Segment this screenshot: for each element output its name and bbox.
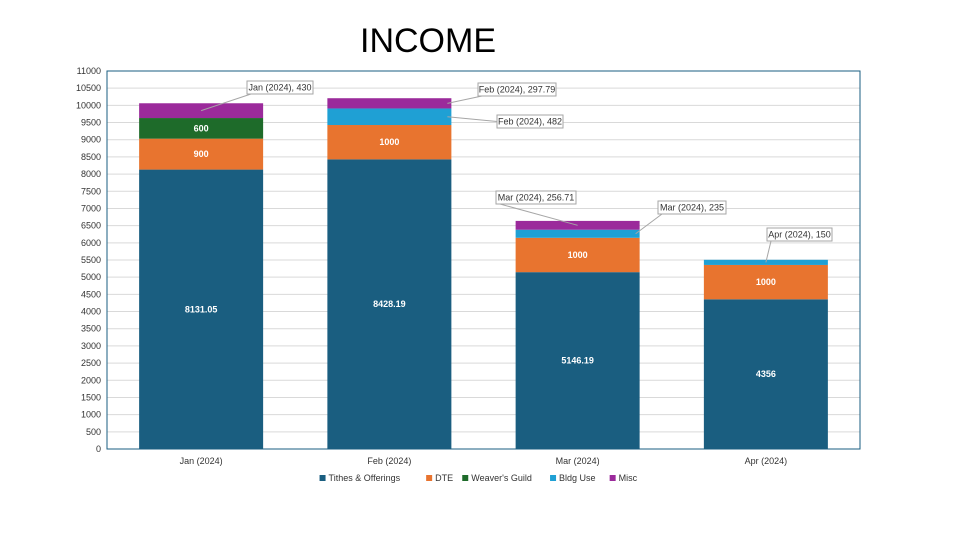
data-label: 1000 — [568, 250, 588, 260]
y-tick-label: 8000 — [81, 169, 101, 179]
x-tick-label: Mar (2024) — [556, 456, 600, 466]
callout-leader — [499, 203, 578, 226]
y-tick-label: 7000 — [81, 203, 101, 213]
bar-tithes-offerings — [515, 272, 640, 449]
y-tick-label: 8500 — [81, 152, 101, 162]
y-tick-label: 2500 — [81, 358, 101, 368]
callout-label: Apr (2024), 150 — [768, 230, 831, 240]
legend-label: DTE — [435, 473, 453, 483]
y-tick-label: 3000 — [81, 341, 101, 351]
legend-label: Bldg Use — [559, 473, 596, 483]
y-tick-label: 10000 — [76, 100, 101, 110]
data-label: 4356 — [756, 369, 776, 379]
data-label: 1000 — [756, 277, 776, 287]
callout-box — [657, 200, 727, 215]
y-tick-label: 2000 — [81, 375, 101, 385]
x-tick-label: Apr (2024) — [745, 456, 788, 466]
callout-box — [477, 82, 557, 97]
legend-label: Misc — [619, 473, 638, 483]
y-tick-label: 7500 — [81, 186, 101, 196]
y-tick-label: 10500 — [76, 83, 101, 93]
callout-label: Mar (2024), 256.71 — [498, 193, 575, 203]
bar-tithes-offerings — [327, 159, 452, 449]
bar-weaver-s-guild — [139, 118, 264, 139]
callout-label: Mar (2024), 235 — [660, 203, 724, 213]
callout-leader — [200, 93, 252, 112]
bar-misc — [327, 98, 452, 109]
y-tick-label: 1500 — [81, 392, 101, 402]
bar-bldg-use — [327, 108, 452, 126]
bar-dte — [327, 125, 452, 160]
y-tick-label: 5000 — [81, 272, 101, 282]
bar-tithes-offerings — [703, 299, 828, 449]
callout-box — [495, 190, 577, 205]
y-tick-label: 3500 — [81, 324, 101, 334]
callout-leader — [447, 116, 498, 122]
callout-leader — [447, 95, 483, 104]
callout-leader — [765, 240, 772, 263]
data-label: 8428.19 — [373, 299, 406, 309]
x-tick-label: Feb (2024) — [367, 456, 411, 466]
chart-title: INCOME — [360, 22, 496, 60]
callout-box — [496, 114, 564, 129]
legend-label: Tithes & Offerings — [329, 473, 401, 483]
legend-swatch — [609, 475, 616, 481]
y-tick-label: 5500 — [81, 255, 101, 265]
y-tick-label: 6500 — [81, 221, 101, 231]
data-label: 1000 — [379, 137, 399, 147]
y-tick-label: 9500 — [81, 118, 101, 128]
legend-label: Weaver's Guild — [471, 473, 532, 483]
legend-swatch — [550, 475, 557, 481]
data-label: 600 — [194, 123, 209, 133]
y-tick-label: 9000 — [81, 135, 101, 145]
callout-box — [766, 227, 833, 242]
data-label: 8131.05 — [185, 304, 218, 314]
y-tick-label: 500 — [86, 427, 101, 437]
y-tick-label: 0 — [96, 444, 101, 454]
data-label: 5146.19 — [561, 356, 594, 366]
bar-dte — [515, 237, 640, 273]
legend-swatch — [426, 475, 433, 481]
legend-swatch — [319, 475, 326, 481]
y-tick-label: 6000 — [81, 238, 101, 248]
y-tick-label: 1000 — [81, 410, 101, 420]
y-tick-label: 4500 — [81, 289, 101, 299]
x-tick-label: Jan (2024) — [180, 456, 223, 466]
callout-label: Feb (2024), 482 — [498, 117, 562, 127]
callout-label: Feb (2024), 297.79 — [479, 85, 556, 95]
bar-tithes-offerings — [139, 169, 264, 449]
legend-swatch — [462, 475, 469, 481]
y-tick-label: 4000 — [81, 307, 101, 317]
callout-box — [246, 80, 314, 95]
data-label: 900 — [194, 149, 209, 159]
bar-dte — [139, 138, 264, 170]
bar-bldg-use — [515, 229, 640, 238]
y-tick-label: 11000 — [77, 66, 101, 76]
callout-leader — [635, 213, 663, 235]
callout-label: Jan (2024), 430 — [248, 83, 311, 93]
plot-border — [106, 70, 861, 450]
bar-dte — [703, 264, 828, 300]
